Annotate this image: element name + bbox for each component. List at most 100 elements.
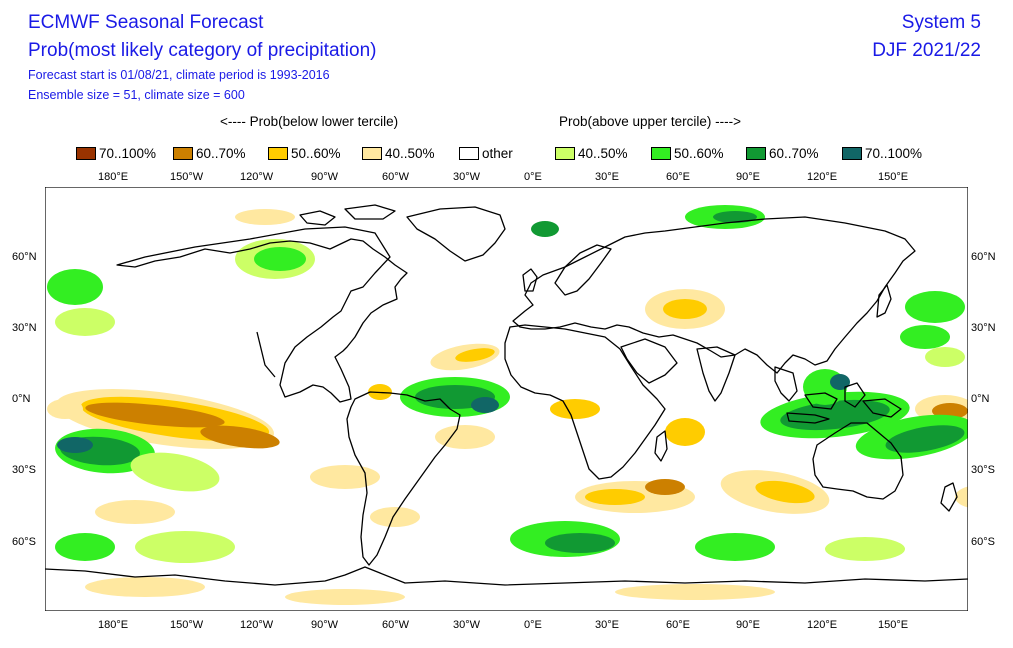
longitude-label: 60°W	[382, 619, 410, 631]
coastlines	[45, 204, 968, 586]
longitude-label: 120°E	[807, 171, 838, 183]
latitude-label: 0°N	[971, 393, 990, 405]
legend-label: 60..70%	[196, 146, 246, 161]
legend-swatch	[268, 147, 288, 160]
probability-patch	[900, 325, 950, 349]
probability-patch	[665, 418, 705, 446]
probability-patch	[695, 533, 775, 561]
probability-patch	[130, 452, 220, 492]
probability-patch	[715, 282, 815, 312]
probability-patch	[925, 347, 965, 367]
legend-item: 50..60%	[268, 146, 341, 161]
legend-item: other	[459, 146, 513, 161]
legend-item: 40..50%	[362, 146, 435, 161]
legend-item: 60..70%	[173, 146, 246, 161]
longitude-label: 150°E	[878, 619, 909, 631]
system-label: System 5	[901, 12, 981, 33]
probability-patch	[245, 505, 345, 529]
probability-patch	[435, 425, 495, 449]
longitude-label: 150°W	[170, 171, 204, 183]
probability-patch	[200, 425, 280, 449]
legend-swatch	[651, 147, 671, 160]
probability-patch	[47, 399, 83, 419]
longitude-label: 30°W	[453, 171, 481, 183]
legend-label: 50..60%	[291, 146, 341, 161]
probability-patch	[395, 255, 455, 279]
legend-label: 50..60%	[674, 146, 724, 161]
probability-patch	[310, 465, 380, 489]
latitude-label: 30°S	[971, 464, 995, 476]
legend-label: 60..70%	[769, 146, 819, 161]
probability-patch	[235, 209, 295, 225]
latitude-label: 0°N	[12, 393, 31, 405]
latitude-label: 60°N	[12, 251, 37, 263]
longitude-label: 30°E	[595, 171, 619, 183]
probability-patch	[755, 480, 815, 504]
legend-item: 40..50%	[555, 146, 628, 161]
legend-swatch	[555, 147, 575, 160]
latitude-label: 60°N	[971, 251, 996, 263]
world-map	[45, 187, 968, 611]
longitude-label: 30°W	[453, 619, 481, 631]
longitude-label: 120°E	[807, 619, 838, 631]
longitude-label: 180°E	[98, 171, 129, 183]
latitude-label: 30°N	[12, 322, 37, 334]
probability-patch	[254, 247, 306, 271]
probability-patch	[85, 402, 225, 428]
longitude-label: 90°W	[311, 619, 339, 631]
probability-patch	[830, 374, 850, 390]
longitude-label: 0°E	[524, 619, 542, 631]
longitude-label: 0°E	[524, 171, 542, 183]
longitude-label: 60°E	[666, 171, 690, 183]
ensemble-info: Ensemble size = 51, climate size = 600	[28, 88, 245, 102]
probability-patch	[545, 533, 615, 553]
forecast-info: Forecast start is 01/08/21, climate peri…	[28, 68, 330, 82]
legend-swatch	[173, 147, 193, 160]
probability-patch	[475, 473, 555, 501]
longitude-label: 180°E	[98, 619, 129, 631]
legend-item: 70..100%	[76, 146, 156, 161]
probability-patch	[55, 533, 115, 561]
probability-patch	[550, 399, 600, 419]
probability-patch	[135, 531, 235, 563]
legend-swatch	[842, 147, 862, 160]
longitude-label: 150°E	[878, 171, 909, 183]
probability-patch	[955, 486, 968, 508]
legend-label: 40..50%	[578, 146, 628, 161]
longitude-label: 120°W	[240, 171, 274, 183]
legend-label: other	[482, 146, 513, 161]
latitude-label: 60°S	[12, 536, 36, 548]
below-tercile-label: <---- Prob(below lower tercile)	[220, 114, 399, 129]
probability-patch	[905, 291, 965, 323]
probability-patch	[645, 479, 685, 495]
latitude-label: 30°N	[971, 322, 996, 334]
longitude-label: 120°W	[240, 619, 274, 631]
probability-patch	[185, 277, 305, 317]
probability-patch	[825, 537, 905, 561]
longitude-label: 150°W	[170, 619, 204, 631]
probability-patch	[865, 577, 945, 597]
probability-patch	[55, 308, 115, 336]
probability-patch	[615, 584, 775, 600]
probability-patch	[285, 589, 405, 605]
probability-patch	[57, 437, 93, 453]
probability-patch	[745, 555, 865, 579]
legend-swatch	[76, 147, 96, 160]
legend-swatch	[459, 147, 479, 160]
probability-patch	[531, 221, 559, 237]
legend-item: 70..100%	[842, 146, 922, 161]
map-subtitle: Prob(most likely category of precipitati…	[28, 40, 377, 61]
legend-item: 50..60%	[651, 146, 724, 161]
legend-label: 70..100%	[865, 146, 923, 161]
probability-patch	[585, 489, 645, 505]
probability-patch	[713, 211, 757, 223]
above-tercile-label: Prob(above upper tercile) ---->	[559, 114, 741, 129]
longitude-label: 90°W	[311, 171, 339, 183]
latitude-label: 60°S	[971, 536, 995, 548]
legend-swatch	[746, 147, 766, 160]
longitude-label: 30°E	[595, 619, 619, 631]
probability-patch	[47, 269, 103, 305]
legend-item: 60..70%	[746, 146, 819, 161]
probability-patch	[60, 475, 110, 499]
longitude-label: 60°W	[382, 171, 410, 183]
